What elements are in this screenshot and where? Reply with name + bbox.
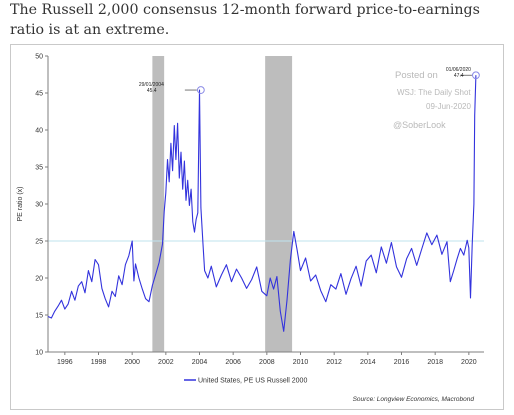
y-tick-label-15: 15 — [35, 313, 43, 320]
y-ticks: 10 15 20 25 30 35 40 45 50 — [35, 54, 48, 357]
y-tick-label-45: 45 — [35, 91, 43, 98]
annotation-date-2: 01/06/2020 — [446, 67, 471, 73]
chart-caption: The Russell 2,000 consensus 12-month for… — [10, 2, 480, 38]
recession-bands — [152, 56, 293, 352]
x-tick-label-2010: 2010 — [293, 359, 309, 366]
x-tick-label-2012: 2012 — [326, 359, 342, 366]
x-tick-label-2004: 2004 — [192, 359, 208, 366]
x-tick-label-2000: 2000 — [124, 359, 140, 366]
y-tick-label-30: 30 — [35, 202, 43, 209]
x-tick-label-2006: 2006 — [225, 359, 241, 366]
y-tick-label-40: 40 — [35, 128, 43, 135]
y-tick-label-20: 20 — [35, 276, 43, 283]
watermark-handle: @SoberLook — [393, 120, 446, 130]
x-tick-label-1996: 1996 — [57, 359, 73, 366]
watermark-source: WSJ: The Daily Shot — [397, 88, 471, 97]
x-tick-label-2008: 2008 — [259, 359, 275, 366]
legend-label: United States, PE US Russell 2000 — [198, 378, 307, 385]
y-tick-label-35: 35 — [35, 165, 43, 172]
watermark-posted: Posted on — [395, 70, 438, 81]
annotation-value-2: 47.4 — [454, 73, 464, 79]
x-tick-label-1998: 1998 — [91, 359, 107, 366]
recession-band-2 — [265, 56, 293, 352]
x-ticks: 1996 1998 2000 2002 2004 2006 2008 2010 2012 2014… — [57, 352, 477, 366]
x-tick-label-2020: 2020 — [461, 359, 477, 366]
x-tick-label-2002: 2002 — [158, 359, 174, 366]
legend: United States, PE US Russell 2000 — [184, 378, 307, 385]
annotation-value-1: 45.4 — [147, 88, 157, 94]
annotation-marker-1 — [196, 86, 205, 94]
watermark: Posted on WSJ: The Daily Shot 09-Jun-202… — [393, 70, 471, 130]
watermark-date: 09-Jun-2020 — [426, 102, 471, 111]
y-tick-label-50: 50 — [35, 54, 43, 61]
y-axis-label: PE ratio (x) — [17, 186, 24, 221]
x-tick-label-2018: 2018 — [427, 359, 443, 366]
annotation-marker-2 — [472, 71, 480, 80]
annotation-date-1: 29/01/2004 — [139, 82, 164, 88]
source-note: Source: Longview Economics, Macrobond — [353, 396, 475, 403]
chart-frame — [10, 44, 504, 410]
x-tick-label-2016: 2016 — [394, 359, 410, 366]
y-tick-label-25: 25 — [35, 239, 43, 246]
x-tick-label-2014: 2014 — [360, 359, 376, 366]
recession-band-1 — [152, 56, 165, 352]
y-tick-label-10: 10 — [35, 350, 43, 357]
series-line-russell-2000 — [47, 75, 477, 332]
